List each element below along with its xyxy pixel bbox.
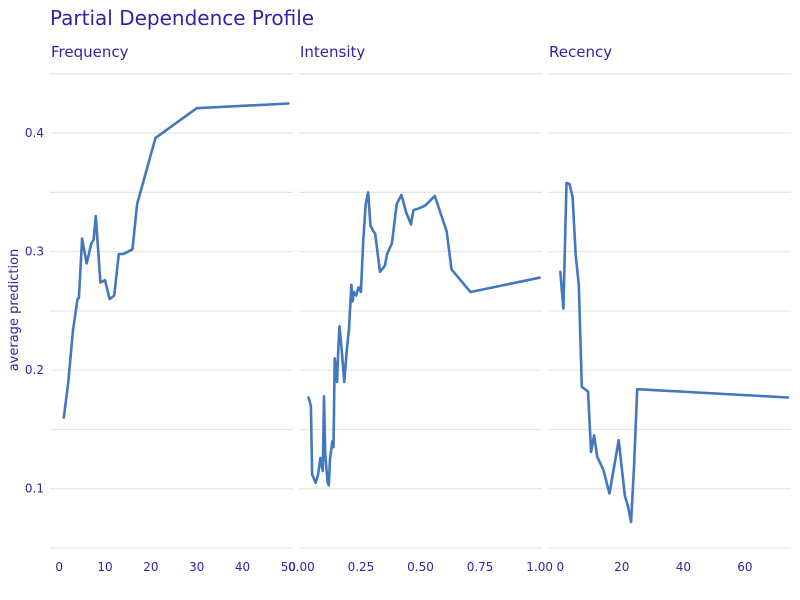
panel-intensity: Intensity 0.00 0.25 0.50 0.75 1.00 — [288, 43, 553, 574]
x-tick-label: 20 — [143, 560, 158, 574]
profile-line-recency — [558, 181, 790, 524]
x-tick-label: 0 — [55, 560, 63, 574]
x-tick-label: 1.00 — [526, 560, 553, 574]
x-tick-label: 0 — [556, 560, 564, 574]
panel-recency: Recency 0 20 40 60 — [548, 43, 791, 574]
x-tick-label: 0.75 — [467, 560, 494, 574]
chart-title: Partial Dependence Profile — [50, 6, 314, 30]
x-tick-label: 60 — [737, 560, 752, 574]
y-tick-label: 0.2 — [25, 363, 44, 377]
x-tick-label: 30 — [189, 560, 204, 574]
y-axis-title: average prediction — [7, 249, 22, 372]
facet-title: Recency — [549, 43, 612, 61]
facet-title: Intensity — [300, 43, 365, 61]
y-tick-label: 0.4 — [25, 126, 44, 140]
panel-frequency: Frequency 0 10 20 30 40 50 — [50, 43, 296, 574]
facet-title: Frequency — [51, 43, 129, 61]
profile-line-intensity — [307, 191, 541, 487]
x-tick-label: 0.00 — [288, 560, 315, 574]
x-tick-label: 0.50 — [407, 560, 434, 574]
x-tick-label: 50 — [281, 560, 296, 574]
x-tick-label: 40 — [676, 560, 691, 574]
y-tick-label: 0.3 — [25, 245, 44, 259]
x-tick-label: 40 — [235, 560, 250, 574]
profile-line-frequency — [62, 102, 290, 419]
x-tick-label: 20 — [614, 560, 629, 574]
facet-panels: Frequency 0 10 20 30 40 50 Intensity 0.00 0.25 0.5… — [25, 43, 791, 574]
y-tick-label: 0.1 — [25, 482, 44, 496]
x-tick-label: 0.25 — [348, 560, 375, 574]
x-tick-label: 10 — [97, 560, 112, 574]
